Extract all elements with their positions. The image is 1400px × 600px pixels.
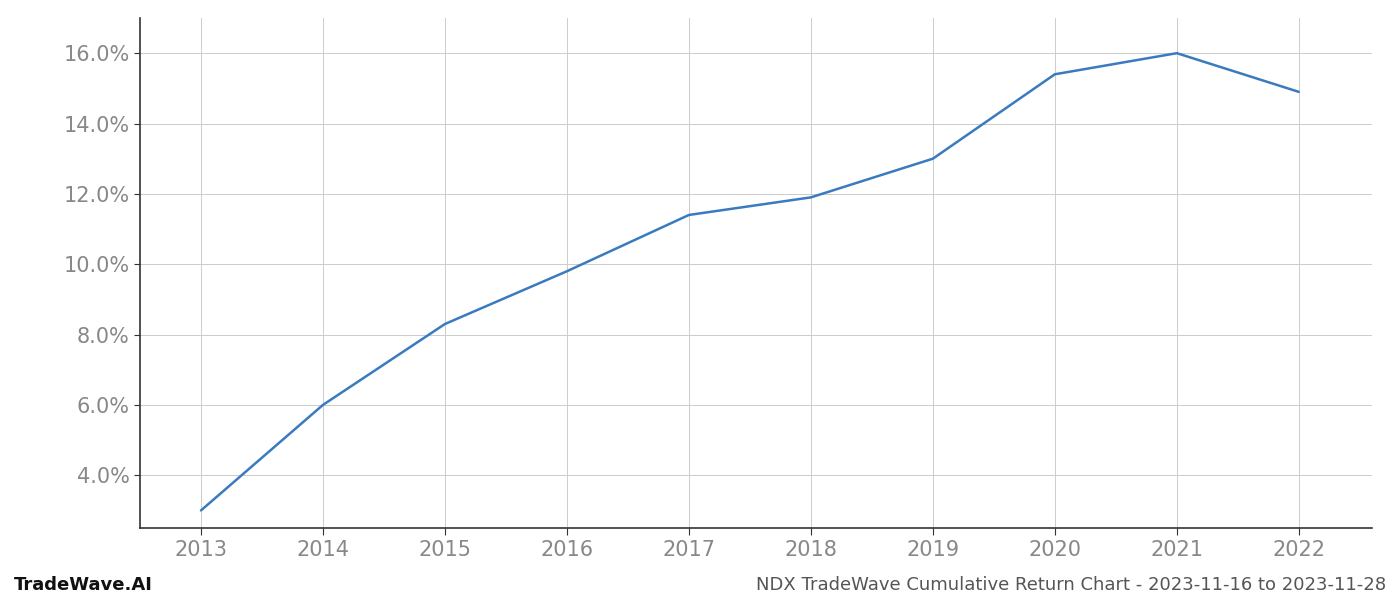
Text: NDX TradeWave Cumulative Return Chart - 2023-11-16 to 2023-11-28: NDX TradeWave Cumulative Return Chart - … xyxy=(756,576,1386,594)
Text: TradeWave.AI: TradeWave.AI xyxy=(14,576,153,594)
